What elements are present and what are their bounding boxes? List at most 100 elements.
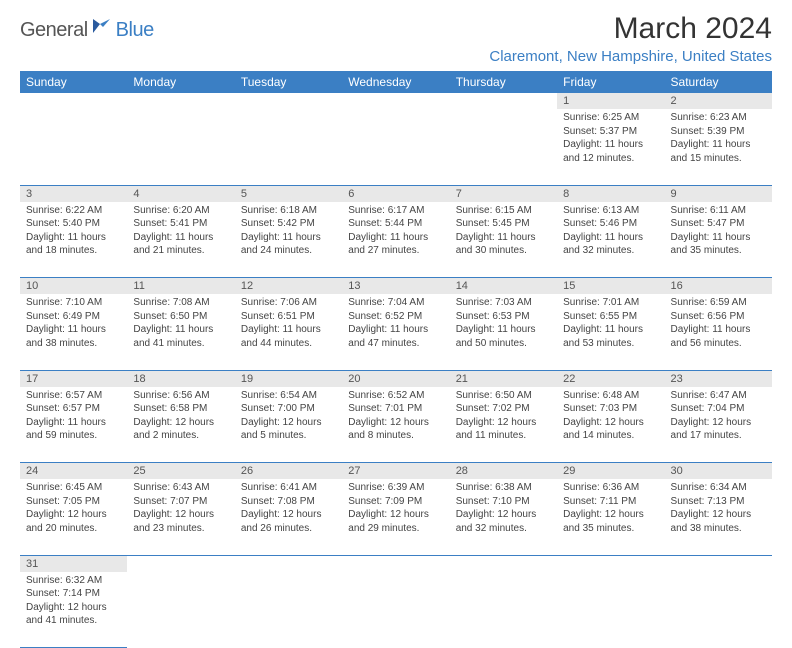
day-data-row: Sunrise: 6:45 AMSunset: 7:05 PMDaylight:… (20, 479, 772, 555)
sunrise: Sunrise: 6:32 AM (26, 574, 121, 588)
daylight-line1: Daylight: 12 hours (563, 508, 658, 522)
sunrise: Sunrise: 6:59 AM (671, 296, 766, 310)
day-number-cell: 8 (557, 185, 664, 202)
day-number: 16 (665, 278, 772, 294)
sunrise: Sunrise: 6:38 AM (456, 481, 551, 495)
day-number: 2 (665, 93, 772, 109)
sunrise: Sunrise: 7:10 AM (26, 296, 121, 310)
day-number-cell: 27 (342, 463, 449, 480)
weekday-header-row: SundayMondayTuesdayWednesdayThursdayFrid… (20, 71, 772, 93)
day-data-cell: Sunrise: 6:56 AMSunset: 6:58 PMDaylight:… (127, 387, 234, 463)
day-data-row: Sunrise: 6:22 AMSunset: 5:40 PMDaylight:… (20, 202, 772, 278)
daylight-line2: and 44 minutes. (241, 337, 336, 351)
daylight-line1: Daylight: 11 hours (671, 323, 766, 337)
day-number-cell: 30 (665, 463, 772, 480)
sunset: Sunset: 5:46 PM (563, 217, 658, 231)
weekday-header: Tuesday (235, 71, 342, 93)
day-data-cell (342, 109, 449, 185)
day-number-cell (557, 555, 664, 572)
sunset: Sunset: 7:09 PM (348, 495, 443, 509)
sunset: Sunset: 7:02 PM (456, 402, 551, 416)
daylight-line2: and 56 minutes. (671, 337, 766, 351)
day-data-cell (665, 572, 772, 648)
day-data-cell: Sunrise: 6:59 AMSunset: 6:56 PMDaylight:… (665, 294, 772, 370)
daylight-line1: Daylight: 11 hours (671, 138, 766, 152)
day-data-row: Sunrise: 6:25 AMSunset: 5:37 PMDaylight:… (20, 109, 772, 185)
daylight-line2: and 26 minutes. (241, 522, 336, 536)
sunset: Sunset: 6:51 PM (241, 310, 336, 324)
daylight-line2: and 14 minutes. (563, 429, 658, 443)
sunrise: Sunrise: 6:11 AM (671, 204, 766, 218)
day-number-cell: 4 (127, 185, 234, 202)
day-data-cell (235, 572, 342, 648)
daylight-line2: and 15 minutes. (671, 152, 766, 166)
day-data: Sunrise: 6:39 AMSunset: 7:09 PMDaylight:… (342, 479, 449, 539)
daynum-row: 31 (20, 555, 772, 572)
day-number-cell: 7 (450, 185, 557, 202)
day-number-cell: 18 (127, 370, 234, 387)
day-number: 28 (450, 463, 557, 479)
day-data-row: Sunrise: 7:10 AMSunset: 6:49 PMDaylight:… (20, 294, 772, 370)
daylight-line2: and 2 minutes. (133, 429, 228, 443)
day-number-cell (20, 93, 127, 109)
sunset: Sunset: 7:04 PM (671, 402, 766, 416)
month-title: March 2024 (489, 12, 772, 46)
day-number-cell: 5 (235, 185, 342, 202)
day-data-cell: Sunrise: 7:06 AMSunset: 6:51 PMDaylight:… (235, 294, 342, 370)
sunrise: Sunrise: 6:17 AM (348, 204, 443, 218)
sunset: Sunset: 5:45 PM (456, 217, 551, 231)
title-block: March 2024 Claremont, New Hampshire, Uni… (489, 12, 772, 65)
day-number: 6 (342, 186, 449, 202)
day-number-cell: 25 (127, 463, 234, 480)
day-data-cell: Sunrise: 7:10 AMSunset: 6:49 PMDaylight:… (20, 294, 127, 370)
day-data-cell: Sunrise: 7:01 AMSunset: 6:55 PMDaylight:… (557, 294, 664, 370)
daylight-line1: Daylight: 11 hours (456, 323, 551, 337)
logo: General Blue (20, 18, 154, 42)
location: Claremont, New Hampshire, United States (489, 48, 772, 65)
day-data-cell (127, 572, 234, 648)
day-number-cell: 20 (342, 370, 449, 387)
day-number: 13 (342, 278, 449, 294)
daylight-line2: and 50 minutes. (456, 337, 551, 351)
weekday-header: Friday (557, 71, 664, 93)
day-number-cell (450, 93, 557, 109)
sunset: Sunset: 6:52 PM (348, 310, 443, 324)
day-data: Sunrise: 6:11 AMSunset: 5:47 PMDaylight:… (665, 202, 772, 262)
day-data-cell: Sunrise: 6:34 AMSunset: 7:13 PMDaylight:… (665, 479, 772, 555)
day-data-cell: Sunrise: 6:41 AMSunset: 7:08 PMDaylight:… (235, 479, 342, 555)
day-number: 1 (557, 93, 664, 109)
day-data-cell: Sunrise: 6:18 AMSunset: 5:42 PMDaylight:… (235, 202, 342, 278)
day-number-cell (665, 555, 772, 572)
day-data-cell: Sunrise: 6:11 AMSunset: 5:47 PMDaylight:… (665, 202, 772, 278)
daylight-line1: Daylight: 12 hours (241, 416, 336, 430)
day-data-cell: Sunrise: 6:32 AMSunset: 7:14 PMDaylight:… (20, 572, 127, 648)
sunrise: Sunrise: 6:34 AM (671, 481, 766, 495)
daylight-line1: Daylight: 11 hours (26, 231, 121, 245)
weekday-header: Sunday (20, 71, 127, 93)
day-number-cell (127, 93, 234, 109)
day-number: 20 (342, 371, 449, 387)
weekday-header: Monday (127, 71, 234, 93)
sunset: Sunset: 6:53 PM (456, 310, 551, 324)
daylight-line1: Daylight: 11 hours (26, 416, 121, 430)
sunset: Sunset: 5:44 PM (348, 217, 443, 231)
daylight-line2: and 38 minutes. (671, 522, 766, 536)
sunrise: Sunrise: 6:20 AM (133, 204, 228, 218)
daylight-line2: and 18 minutes. (26, 244, 121, 258)
day-number: 31 (20, 556, 127, 572)
day-data-cell: Sunrise: 6:23 AMSunset: 5:39 PMDaylight:… (665, 109, 772, 185)
day-number: 9 (665, 186, 772, 202)
day-data-cell: Sunrise: 6:47 AMSunset: 7:04 PMDaylight:… (665, 387, 772, 463)
day-data: Sunrise: 6:32 AMSunset: 7:14 PMDaylight:… (20, 572, 127, 632)
day-number: 4 (127, 186, 234, 202)
day-number-cell (342, 555, 449, 572)
daylight-line1: Daylight: 11 hours (133, 323, 228, 337)
daylight-line2: and 32 minutes. (456, 522, 551, 536)
day-data: Sunrise: 6:20 AMSunset: 5:41 PMDaylight:… (127, 202, 234, 262)
calendar-body: 12Sunrise: 6:25 AMSunset: 5:37 PMDayligh… (20, 93, 772, 648)
day-data-cell: Sunrise: 6:48 AMSunset: 7:03 PMDaylight:… (557, 387, 664, 463)
daylight-line1: Daylight: 11 hours (133, 231, 228, 245)
daylight-line2: and 29 minutes. (348, 522, 443, 536)
day-number: 8 (557, 186, 664, 202)
day-number-cell: 24 (20, 463, 127, 480)
